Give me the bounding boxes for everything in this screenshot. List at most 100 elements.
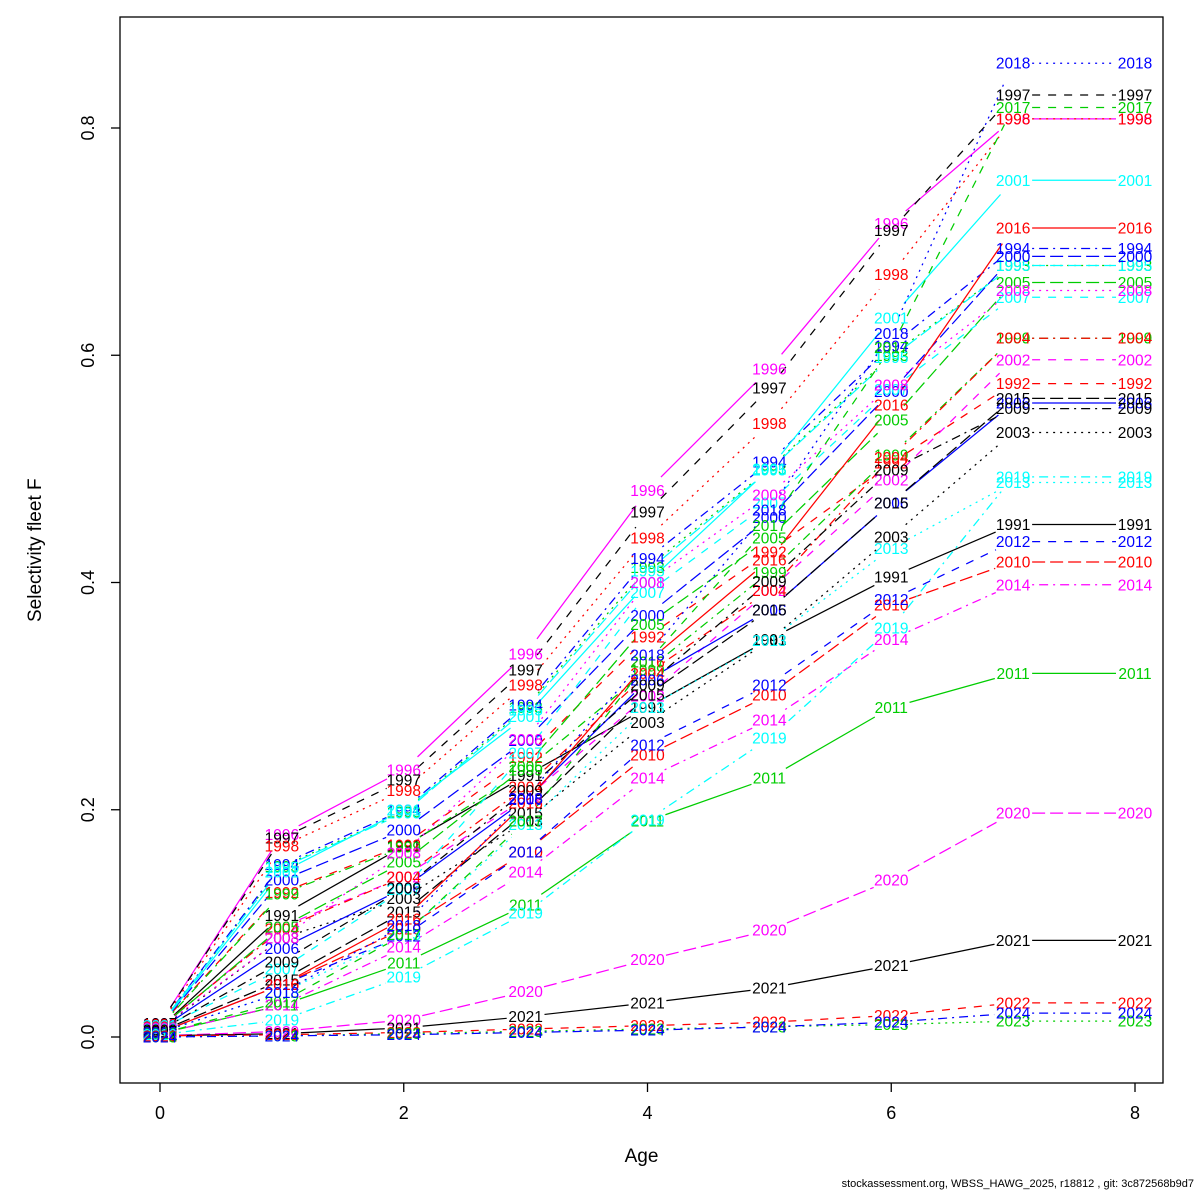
series-year-label-2024: 2024: [630, 1023, 665, 1040]
series-line-2015: [783, 515, 878, 598]
series-year-label-2010: 2010: [143, 1025, 178, 1042]
series-year-label-2003: 2003: [1118, 425, 1152, 442]
series-line-2004: [299, 883, 387, 923]
series-line-1994: [171, 879, 271, 1010]
series-line-1997: [298, 787, 387, 831]
series-line-2011: [785, 716, 876, 769]
series-year-label-2020: 2020: [265, 1024, 300, 1041]
series-year-label-2015: 2015: [630, 687, 664, 704]
series-line-1997: [780, 244, 881, 374]
series-year-label-2004: 2004: [143, 1019, 178, 1036]
series-line-2024: [666, 1026, 751, 1031]
series-year-label-2005: 2005: [1118, 275, 1152, 292]
series-year-label-1993: 1993: [508, 700, 542, 717]
series-year-label-2008: 2008: [143, 1020, 177, 1037]
series-year-label-1993: 1993: [143, 1017, 177, 1034]
series-year-label-2021: 2021: [508, 1009, 542, 1026]
series-year-label-2002: 2002: [387, 869, 421, 886]
series-year-label-1998: 1998: [265, 839, 299, 856]
series-year-label-2023: 2023: [1118, 1014, 1152, 1031]
series-year-label-2004: 2004: [508, 780, 543, 797]
series-year-label-2006: 2006: [630, 673, 664, 690]
series-year-label-1997: 1997: [630, 505, 664, 522]
series-year-label-1995: 1995: [630, 564, 664, 581]
series-year-label-2009: 2009: [996, 401, 1030, 418]
series-line-2007: [297, 899, 389, 959]
series-year-label-1998: 1998: [996, 111, 1030, 128]
series-year-label-2001: 2001: [143, 1018, 177, 1035]
series-line-2007: [415, 766, 514, 876]
series-year-label-2016: 2016: [143, 1025, 177, 1042]
series-line-2023: [910, 1020, 995, 1025]
series-year-label-2015: 2015: [752, 602, 786, 619]
series-line-1998: [780, 288, 880, 410]
series-year-label-2007: 2007: [874, 382, 908, 399]
series-year-label-2000: 2000: [874, 384, 909, 401]
series-year-label-2014: 2014: [143, 1026, 178, 1043]
series-year-label-1998: 1998: [387, 783, 421, 800]
series-year-label-2002: 2002: [1118, 352, 1152, 369]
series-line-2013: [663, 649, 754, 699]
series-year-label-2017: 2017: [508, 814, 542, 831]
series-year-label-2015: 2015: [143, 1024, 177, 1041]
series-line-2007: [906, 308, 999, 379]
series-year-label-2000: 2000: [387, 823, 422, 840]
series-year-label-1997: 1997: [874, 223, 908, 240]
series-line-1996: [417, 666, 513, 758]
series-line-1998: [537, 552, 636, 671]
series-line-2018: [779, 348, 881, 495]
series-year-label-1994: 1994: [996, 241, 1031, 258]
series-year-label-2022: 2022: [508, 1022, 542, 1039]
series-year-label-2009: 2009: [508, 783, 542, 800]
series-year-label-2001: 2001: [996, 173, 1030, 190]
series-line-2015: [298, 920, 388, 972]
series-year-label-2001: 2001: [1118, 173, 1152, 190]
series-line-2022: [788, 1015, 873, 1022]
series-year-label-2021: 2021: [387, 1020, 421, 1037]
series-line-2014: [540, 789, 633, 862]
series-line-2000: [538, 628, 635, 728]
series-year-label-2003: 2003: [143, 1022, 177, 1039]
series-line-1996: [660, 381, 757, 478]
series-line-2006: [298, 896, 387, 941]
series-year-label-2016: 2016: [387, 911, 421, 928]
series-line-2001: [298, 817, 388, 865]
series-line-2008: [297, 863, 389, 928]
series-line-2002: [539, 707, 634, 787]
series-year-label-2004: 2004: [265, 922, 300, 939]
series-year-label-1994: 1994: [265, 857, 300, 874]
series-line-2016: [780, 419, 880, 546]
series-year-label-2019: 2019: [630, 812, 664, 829]
series-year-label-2010: 2010: [508, 844, 543, 861]
series-year-label-1999: 1999: [752, 565, 786, 582]
series-year-label-2006: 2006: [143, 1022, 177, 1039]
series-line-2016: [417, 815, 513, 907]
series-year-label-2005: 2005: [143, 1020, 177, 1037]
series-line-2003: [539, 733, 634, 810]
series-line-1993: [661, 480, 756, 557]
series-line-1992: [172, 906, 270, 1013]
series-year-label-2000: 2000: [143, 1018, 178, 1035]
series-year-label-2021: 2021: [1118, 933, 1152, 950]
series-line-1999: [904, 350, 1000, 443]
series-year-label-1993: 1993: [874, 348, 908, 365]
series-line-2022: [910, 1004, 995, 1015]
series-line-2004: [662, 600, 755, 664]
series-line-1993: [906, 276, 999, 345]
series-line-2009: [176, 970, 266, 1022]
series-year-label-2012: 2012: [996, 534, 1030, 551]
series-year-label-2015: 2015: [508, 806, 542, 823]
series-year-label-1999: 1999: [996, 331, 1030, 348]
series-year-label-2011: 2011: [143, 1026, 176, 1043]
series-year-label-1996: 1996: [265, 827, 299, 844]
series-year-label-1999: 1999: [265, 886, 299, 903]
series-line-2017: [417, 833, 513, 923]
series-year-label-1991: 1991: [996, 517, 1030, 534]
series-year-label-2009: 2009: [387, 881, 421, 898]
series-year-label-2019: 2019: [265, 1012, 299, 1029]
y-tick-label: 0.8: [78, 115, 98, 140]
series-line-1996: [169, 850, 273, 1008]
series-year-label-1994: 1994: [630, 551, 665, 568]
series-year-label-2017: 2017: [874, 340, 908, 357]
series-line-2007: [662, 513, 755, 582]
